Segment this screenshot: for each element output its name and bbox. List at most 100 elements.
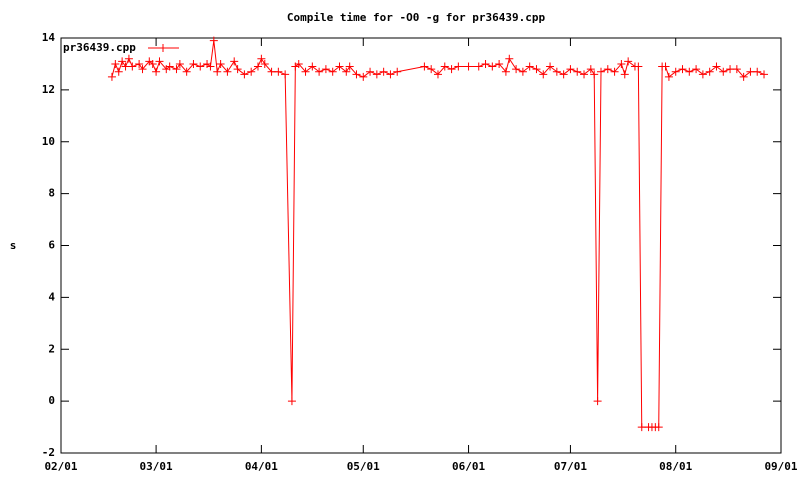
data-point — [661, 62, 670, 71]
data-point — [223, 67, 232, 76]
data-point — [760, 70, 769, 79]
y-tick-label: -2 — [42, 446, 55, 459]
data-point — [719, 67, 728, 76]
data-point — [253, 62, 262, 71]
data-point — [209, 36, 218, 45]
data-point — [206, 62, 215, 71]
y-tick-label: 4 — [48, 290, 55, 303]
x-tick-label: 03/01 — [140, 460, 173, 473]
data-point — [114, 67, 123, 76]
data-point — [281, 70, 290, 79]
data-point — [111, 59, 120, 68]
data-point — [597, 67, 605, 76]
legend-marker — [159, 44, 167, 52]
data-point — [546, 62, 555, 71]
data-point — [454, 62, 463, 71]
data-point — [532, 65, 541, 74]
data-point — [240, 70, 249, 79]
data-point — [753, 67, 762, 76]
data-point — [580, 70, 589, 79]
x-tick-label: 05/01 — [347, 460, 380, 473]
data-point — [182, 67, 191, 76]
data-point — [118, 57, 127, 66]
data-point — [685, 67, 694, 76]
legend-label: pr36439.cpp — [63, 41, 136, 54]
data-point — [739, 72, 748, 81]
data-point — [301, 67, 310, 76]
data-point — [664, 72, 673, 81]
data-point — [107, 72, 116, 81]
data-point — [230, 57, 239, 66]
data-point — [698, 70, 707, 79]
data-point — [678, 65, 687, 74]
data-point — [247, 67, 256, 76]
data-point — [586, 65, 595, 74]
data-point — [634, 62, 643, 71]
data-point — [590, 70, 599, 79]
data-point — [213, 67, 222, 76]
x-tick-label: 08/01 — [659, 460, 692, 473]
x-tick-label: 02/01 — [44, 460, 77, 473]
data-point — [294, 59, 303, 68]
data-point — [267, 67, 276, 76]
data-point — [712, 62, 721, 71]
data-point — [732, 65, 741, 74]
data-point — [427, 65, 436, 74]
data-point — [287, 397, 296, 406]
x-tick-label: 09/01 — [764, 460, 797, 473]
data-point — [335, 62, 344, 71]
data-point — [386, 70, 395, 79]
data-point — [603, 65, 612, 74]
data-point — [501, 67, 510, 76]
data-point — [637, 423, 646, 432]
data-point — [474, 62, 483, 71]
data-point — [393, 67, 402, 76]
data-point — [559, 70, 568, 79]
data-point — [481, 59, 490, 68]
data-point — [692, 65, 701, 74]
data-point — [155, 57, 164, 66]
data-point — [617, 59, 626, 68]
data-point — [359, 72, 368, 81]
data-point — [138, 65, 147, 74]
data-point — [148, 59, 157, 68]
data-point — [352, 70, 361, 79]
x-tick-label: 06/01 — [452, 460, 485, 473]
data-point — [165, 62, 174, 71]
data-point — [124, 54, 133, 63]
y-tick-label: 8 — [48, 187, 55, 200]
data-point — [233, 65, 242, 74]
y-tick-label: 0 — [48, 394, 55, 407]
y-tick-label: 6 — [48, 239, 55, 252]
data-point — [593, 397, 602, 406]
data-point — [610, 67, 619, 76]
x-tick-label: 07/01 — [554, 460, 587, 473]
data-point — [128, 62, 137, 71]
data-point — [274, 67, 283, 76]
y-tick-label: 2 — [48, 342, 55, 355]
x-tick-label: 04/01 — [245, 460, 278, 473]
data-point — [433, 70, 442, 79]
data-point — [505, 54, 514, 63]
data-point — [121, 62, 130, 71]
data-point — [464, 62, 473, 71]
data-point — [620, 70, 629, 79]
data-point — [518, 67, 527, 76]
data-point — [488, 62, 497, 71]
chart-title: Compile time for -O0 -g for pr36439.cpp — [287, 11, 546, 24]
data-point — [705, 67, 714, 76]
data-point — [315, 67, 324, 76]
data-point — [308, 62, 317, 71]
data-point — [172, 65, 181, 74]
data-point — [420, 62, 429, 71]
data-point — [345, 62, 354, 71]
data-point — [525, 62, 534, 71]
data-point — [366, 67, 375, 76]
data-point — [196, 62, 205, 71]
data-point — [257, 54, 266, 63]
data-point — [440, 62, 449, 71]
data-point — [152, 67, 161, 76]
data-point — [573, 67, 582, 76]
data-point — [260, 59, 269, 68]
